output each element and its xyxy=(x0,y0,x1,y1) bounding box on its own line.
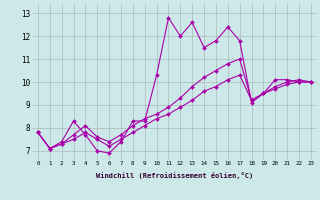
X-axis label: Windchill (Refroidissement éolien,°C): Windchill (Refroidissement éolien,°C) xyxy=(96,172,253,179)
